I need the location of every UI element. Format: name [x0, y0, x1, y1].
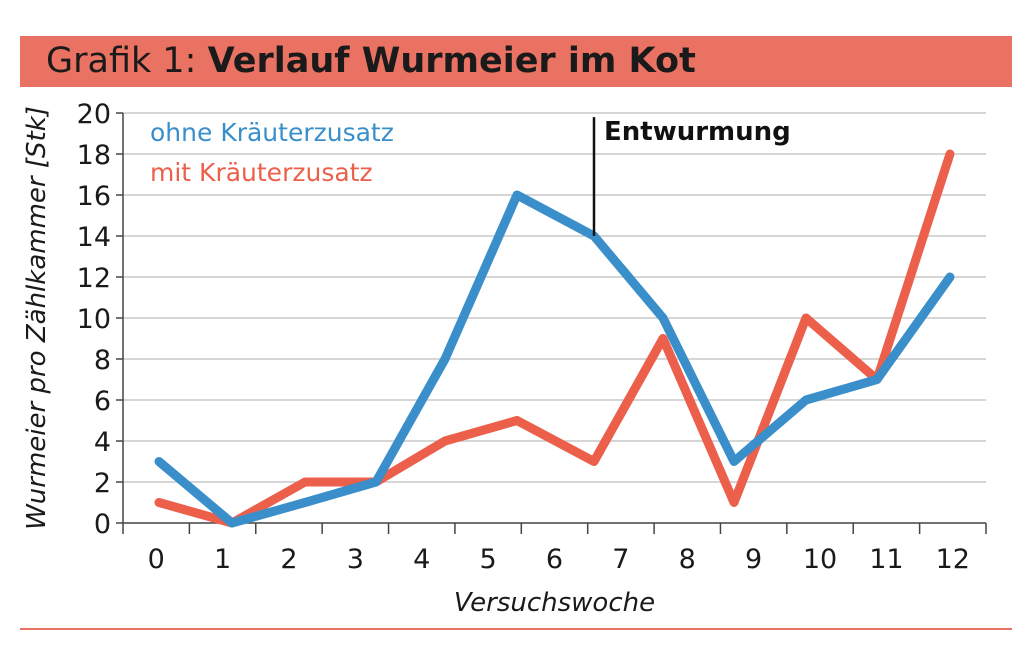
- annotations: Entwurmung: [592, 117, 791, 236]
- x-tick-label: 6: [546, 544, 563, 575]
- legend: ohne Kräuterzusatz mit Kräuterzusatz: [150, 118, 394, 187]
- title-main: Verlauf Wurmeier im Kot: [207, 41, 696, 81]
- y-tick-label: 12: [77, 263, 111, 294]
- series-line-mit-kräuterzusatz: [154, 149, 955, 528]
- x-tick-label: 11: [869, 544, 903, 575]
- x-tick-label: 9: [745, 544, 762, 575]
- series-lines: [154, 149, 955, 528]
- y-tick-label: 4: [94, 427, 111, 458]
- bottom-divider: [20, 628, 1012, 630]
- series-line-ohne-kräuterzusatz: [154, 190, 955, 528]
- x-tick-label: 1: [214, 544, 231, 575]
- y-tick-label: 16: [77, 181, 111, 212]
- x-tick-label: 0: [148, 544, 165, 575]
- x-tick-label: 5: [480, 544, 497, 575]
- y-axis-title: Wurmeier pro Zählkammer [Stk]: [22, 106, 52, 530]
- x-tick-label: 10: [803, 544, 837, 575]
- grid-lines: [123, 112, 986, 483]
- annotation-label: Entwurmung: [604, 117, 791, 147]
- x-axis-title: Versuchswoche: [454, 588, 655, 618]
- x-tick-label: 8: [679, 544, 696, 575]
- legend-entry: mit Kräuterzusatz: [150, 158, 373, 187]
- y-tick-label: 20: [77, 99, 111, 130]
- y-tick-label: 14: [77, 222, 111, 253]
- x-tick-label: 12: [936, 544, 970, 575]
- y-tick-label: 2: [94, 468, 111, 499]
- y-tick-label: 8: [94, 345, 111, 376]
- y-tick-label: 18: [77, 140, 111, 171]
- x-tick-label: 7: [612, 544, 629, 575]
- x-tick-label: 3: [347, 544, 364, 575]
- legend-entry: ohne Kräuterzusatz: [150, 118, 394, 147]
- title-bar: Grafik 1: Verlauf Wurmeier im Kot: [20, 36, 1012, 87]
- axes: [116, 112, 987, 534]
- y-tick-label: 0: [94, 509, 111, 540]
- title-lead: Grafik 1:: [46, 41, 208, 81]
- x-tick-label: 4: [413, 544, 430, 575]
- y-tick-label: 6: [94, 386, 111, 417]
- y-tick-label: 10: [77, 304, 111, 335]
- x-tick-label: 2: [280, 544, 297, 575]
- chart-title: Grafik 1: Verlauf Wurmeier im Kot: [46, 41, 696, 81]
